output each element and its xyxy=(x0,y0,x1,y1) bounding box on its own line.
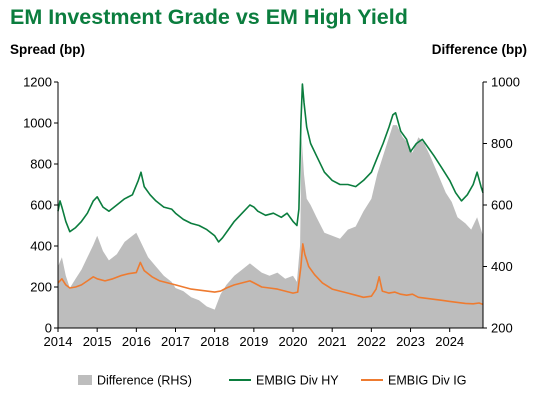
y-right-tick-label: 200 xyxy=(491,321,513,336)
y-right-tick-label: 800 xyxy=(491,136,513,151)
legend-hy-label: EMBIG Div HY xyxy=(256,374,339,388)
series-line-ig xyxy=(57,243,484,306)
legend-difference-label: Difference (RHS) xyxy=(97,374,192,388)
x-tick-label: 2021 xyxy=(318,334,347,349)
left-axis-title: Spread (bp) xyxy=(10,42,86,57)
x-tick-label: 2016 xyxy=(122,334,151,349)
x-tick-label: 2018 xyxy=(200,334,229,349)
x-tick-label: 2022 xyxy=(357,334,386,349)
y-left-tick-label: 0 xyxy=(45,321,52,336)
x-tick-label: 2015 xyxy=(83,334,112,349)
y-right-tick-label: 600 xyxy=(491,198,513,213)
y-left-tick-label: 600 xyxy=(30,198,52,213)
y-left-tick-label: 200 xyxy=(30,280,52,295)
right-axis-title: Difference (bp) xyxy=(431,42,527,57)
y-left-tick-label: 1000 xyxy=(23,116,52,131)
y-left-tick-label: 400 xyxy=(30,239,52,254)
legend-ig-label: EMBIG Div IG xyxy=(388,374,466,388)
x-tick-label: 2023 xyxy=(396,334,425,349)
legend-difference-swatch xyxy=(78,375,92,385)
y-left-tick-label: 800 xyxy=(30,157,52,172)
chart-title: EM Investment Grade vs EM High Yield xyxy=(10,5,408,29)
series-line-hy xyxy=(57,83,484,243)
y-right-tick-label: 1000 xyxy=(491,75,520,90)
y-right-tick-label: 400 xyxy=(491,259,513,274)
x-tick-label: 2017 xyxy=(161,334,190,349)
series-area-difference xyxy=(58,125,483,328)
y-left-tick-label: 1200 xyxy=(23,75,52,90)
x-tick-label: 2024 xyxy=(435,334,464,349)
x-tick-label: 2020 xyxy=(279,334,308,349)
x-tick-label: 2019 xyxy=(239,334,268,349)
x-tick-label: 2014 xyxy=(44,334,73,349)
